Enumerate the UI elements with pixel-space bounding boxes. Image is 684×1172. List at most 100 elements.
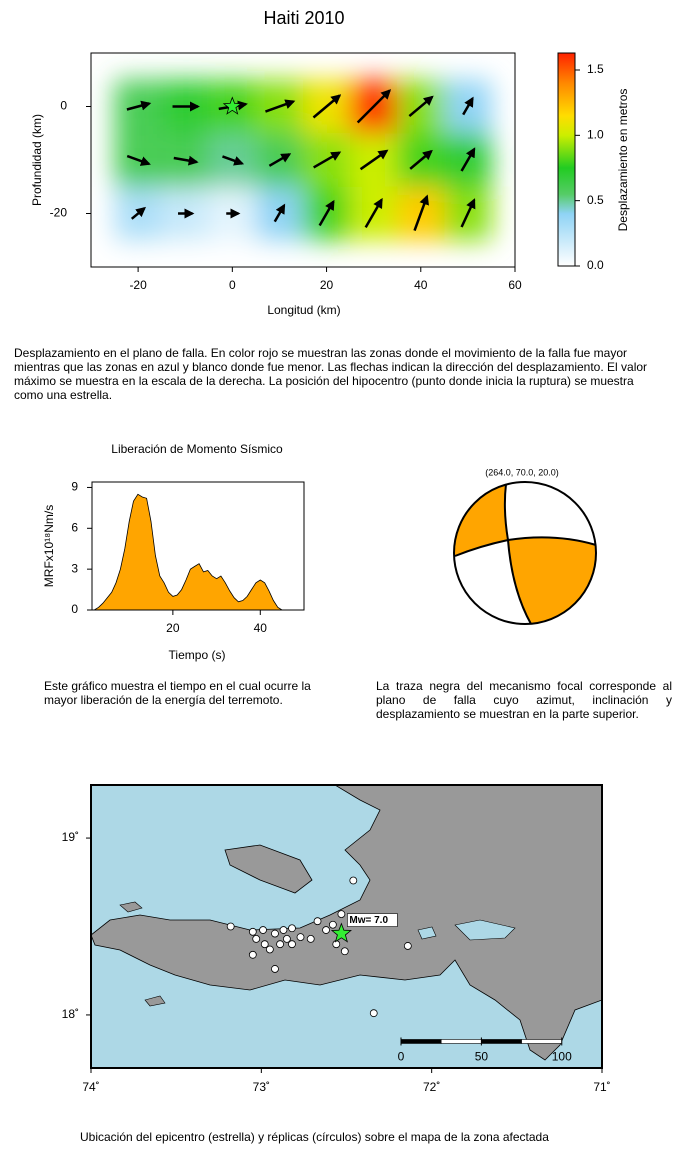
focal-mechanism: (264.0, 70.0, 20.0) — [453, 467, 597, 625]
slip-cells — [114, 79, 492, 241]
y-tick-label: 0 — [71, 602, 78, 616]
aftershock — [296, 933, 305, 942]
slip-arrow — [312, 94, 342, 119]
colorbar-tick-label: 0.5 — [587, 193, 604, 207]
x-tick-label: 20 — [166, 621, 180, 635]
scale-tick-label: 0 — [398, 1050, 405, 1064]
aftershock — [248, 927, 257, 936]
chart-title: Haiti 2010 — [263, 8, 344, 28]
slip-arrow — [359, 149, 389, 171]
x-tick-label: 20 — [320, 278, 334, 292]
aftershock — [279, 926, 288, 934]
epicenter — [330, 922, 352, 943]
x-tick-label: 0 — [229, 278, 236, 292]
slip-arrow — [462, 96, 474, 116]
scale-segment — [521, 1039, 563, 1044]
slip-arrow — [126, 154, 151, 166]
slip-map: -20 0 20 40 60 0 -20 Haiti 2010 Longitud (km) Pro… — [30, 8, 630, 317]
y-tick-label: 3 — [71, 561, 78, 575]
x-axis-label: Longitud (km) — [267, 303, 340, 317]
chart-title: Liberación de Momento Sísmico — [111, 442, 283, 456]
y-axis-label: Profundidad (km) — [30, 114, 44, 206]
lake-azuei — [417, 926, 437, 940]
plot-frame — [90, 52, 516, 268]
slip-arrow — [268, 153, 292, 167]
slip-arrow — [273, 203, 286, 223]
lake-enriquillo — [454, 919, 516, 941]
slip-arrow — [413, 194, 429, 232]
aftershock — [340, 947, 349, 956]
x-tick-label: 40 — [414, 278, 428, 292]
aftershock — [322, 926, 330, 934]
ile-a-vache — [144, 995, 166, 1007]
colorbar — [557, 52, 576, 267]
caption: Ubicación del epicentro (estrella) y rép… — [80, 1130, 549, 1144]
caption: La traza negra del mecanismo focal corre… — [376, 679, 672, 721]
slip-arrow — [173, 155, 199, 166]
slip-arrow — [408, 95, 434, 118]
compression-quadrant — [454, 484, 508, 556]
slip-arrow — [409, 149, 433, 170]
colorbar-tick-label: 1.5 — [587, 62, 604, 76]
y-axis-label: MRFx10¹⁸Nm/s — [42, 505, 56, 587]
y-tick-label: -20 — [50, 206, 68, 220]
aftershock — [403, 942, 412, 950]
scale-tick-label: 100 — [552, 1050, 572, 1064]
slip-arrow — [318, 199, 335, 227]
plot-frame — [91, 481, 305, 611]
colorbar-label: Desplazamiento en metros — [616, 89, 630, 232]
y-tick-label: 9 — [71, 480, 78, 494]
hypocenter — [222, 96, 242, 115]
slip-arrow — [364, 197, 383, 228]
scale-segment — [440, 1039, 482, 1044]
x-tick-label: 71˚ — [593, 1080, 610, 1094]
slip-arrow — [460, 198, 476, 228]
aftershock — [288, 924, 296, 933]
nodal-planes — [454, 483, 597, 625]
moment-rate-area — [92, 493, 284, 611]
aftershock — [328, 920, 337, 929]
colorbar-tick-label: 1.0 — [587, 127, 604, 141]
gonave-island — [224, 844, 313, 894]
y-tick-label: 18˚ — [62, 1007, 79, 1021]
magnitude-box — [347, 913, 398, 927]
slip-arrow — [265, 99, 296, 113]
compression-quadrant — [508, 537, 597, 624]
slip-arrow — [356, 89, 392, 124]
aftershock — [248, 950, 257, 959]
aftershock — [332, 940, 341, 949]
aftershock — [265, 945, 274, 954]
caption: Desplazamiento en el plano de falla. En … — [14, 346, 648, 402]
slip-arrow — [222, 155, 245, 166]
slip-field — [114, 79, 492, 241]
y-tick-label: 19˚ — [62, 830, 79, 844]
aftershock — [349, 876, 358, 885]
slip-arrow — [460, 147, 476, 172]
x-tick-label: 74˚ — [82, 1080, 99, 1094]
map-frame — [90, 784, 603, 1069]
x-tick-label: 60 — [508, 278, 522, 292]
x-tick-label: 73˚ — [253, 1080, 270, 1094]
aftershock — [313, 917, 322, 926]
aftershock — [252, 934, 261, 943]
y-tick-label: 6 — [71, 520, 78, 534]
scale-tick-label: 50 — [475, 1050, 489, 1064]
x-tick-label: 72˚ — [423, 1080, 440, 1094]
scale-segment — [400, 1039, 442, 1044]
mechanism-label: (264.0, 70.0, 20.0) — [485, 467, 559, 477]
slip-arrow — [313, 151, 342, 169]
aftershock — [271, 929, 279, 938]
aftershock — [282, 934, 291, 943]
aftershock — [369, 1009, 378, 1018]
aftershock — [226, 922, 235, 931]
aftershock — [288, 940, 296, 949]
moment-rate-chart: 20 40 0 3 6 9 Liberación de Momento Sísmico Tie… — [42, 442, 305, 662]
aftershock — [271, 965, 279, 973]
slip-arrow — [130, 206, 147, 220]
x-tick-label: 40 — [254, 621, 268, 635]
magnitude-label: Mw= 7.0 — [349, 915, 388, 926]
beachball-outline — [453, 481, 597, 625]
aftershock — [306, 934, 315, 943]
y-tick-label: 0 — [60, 99, 67, 113]
